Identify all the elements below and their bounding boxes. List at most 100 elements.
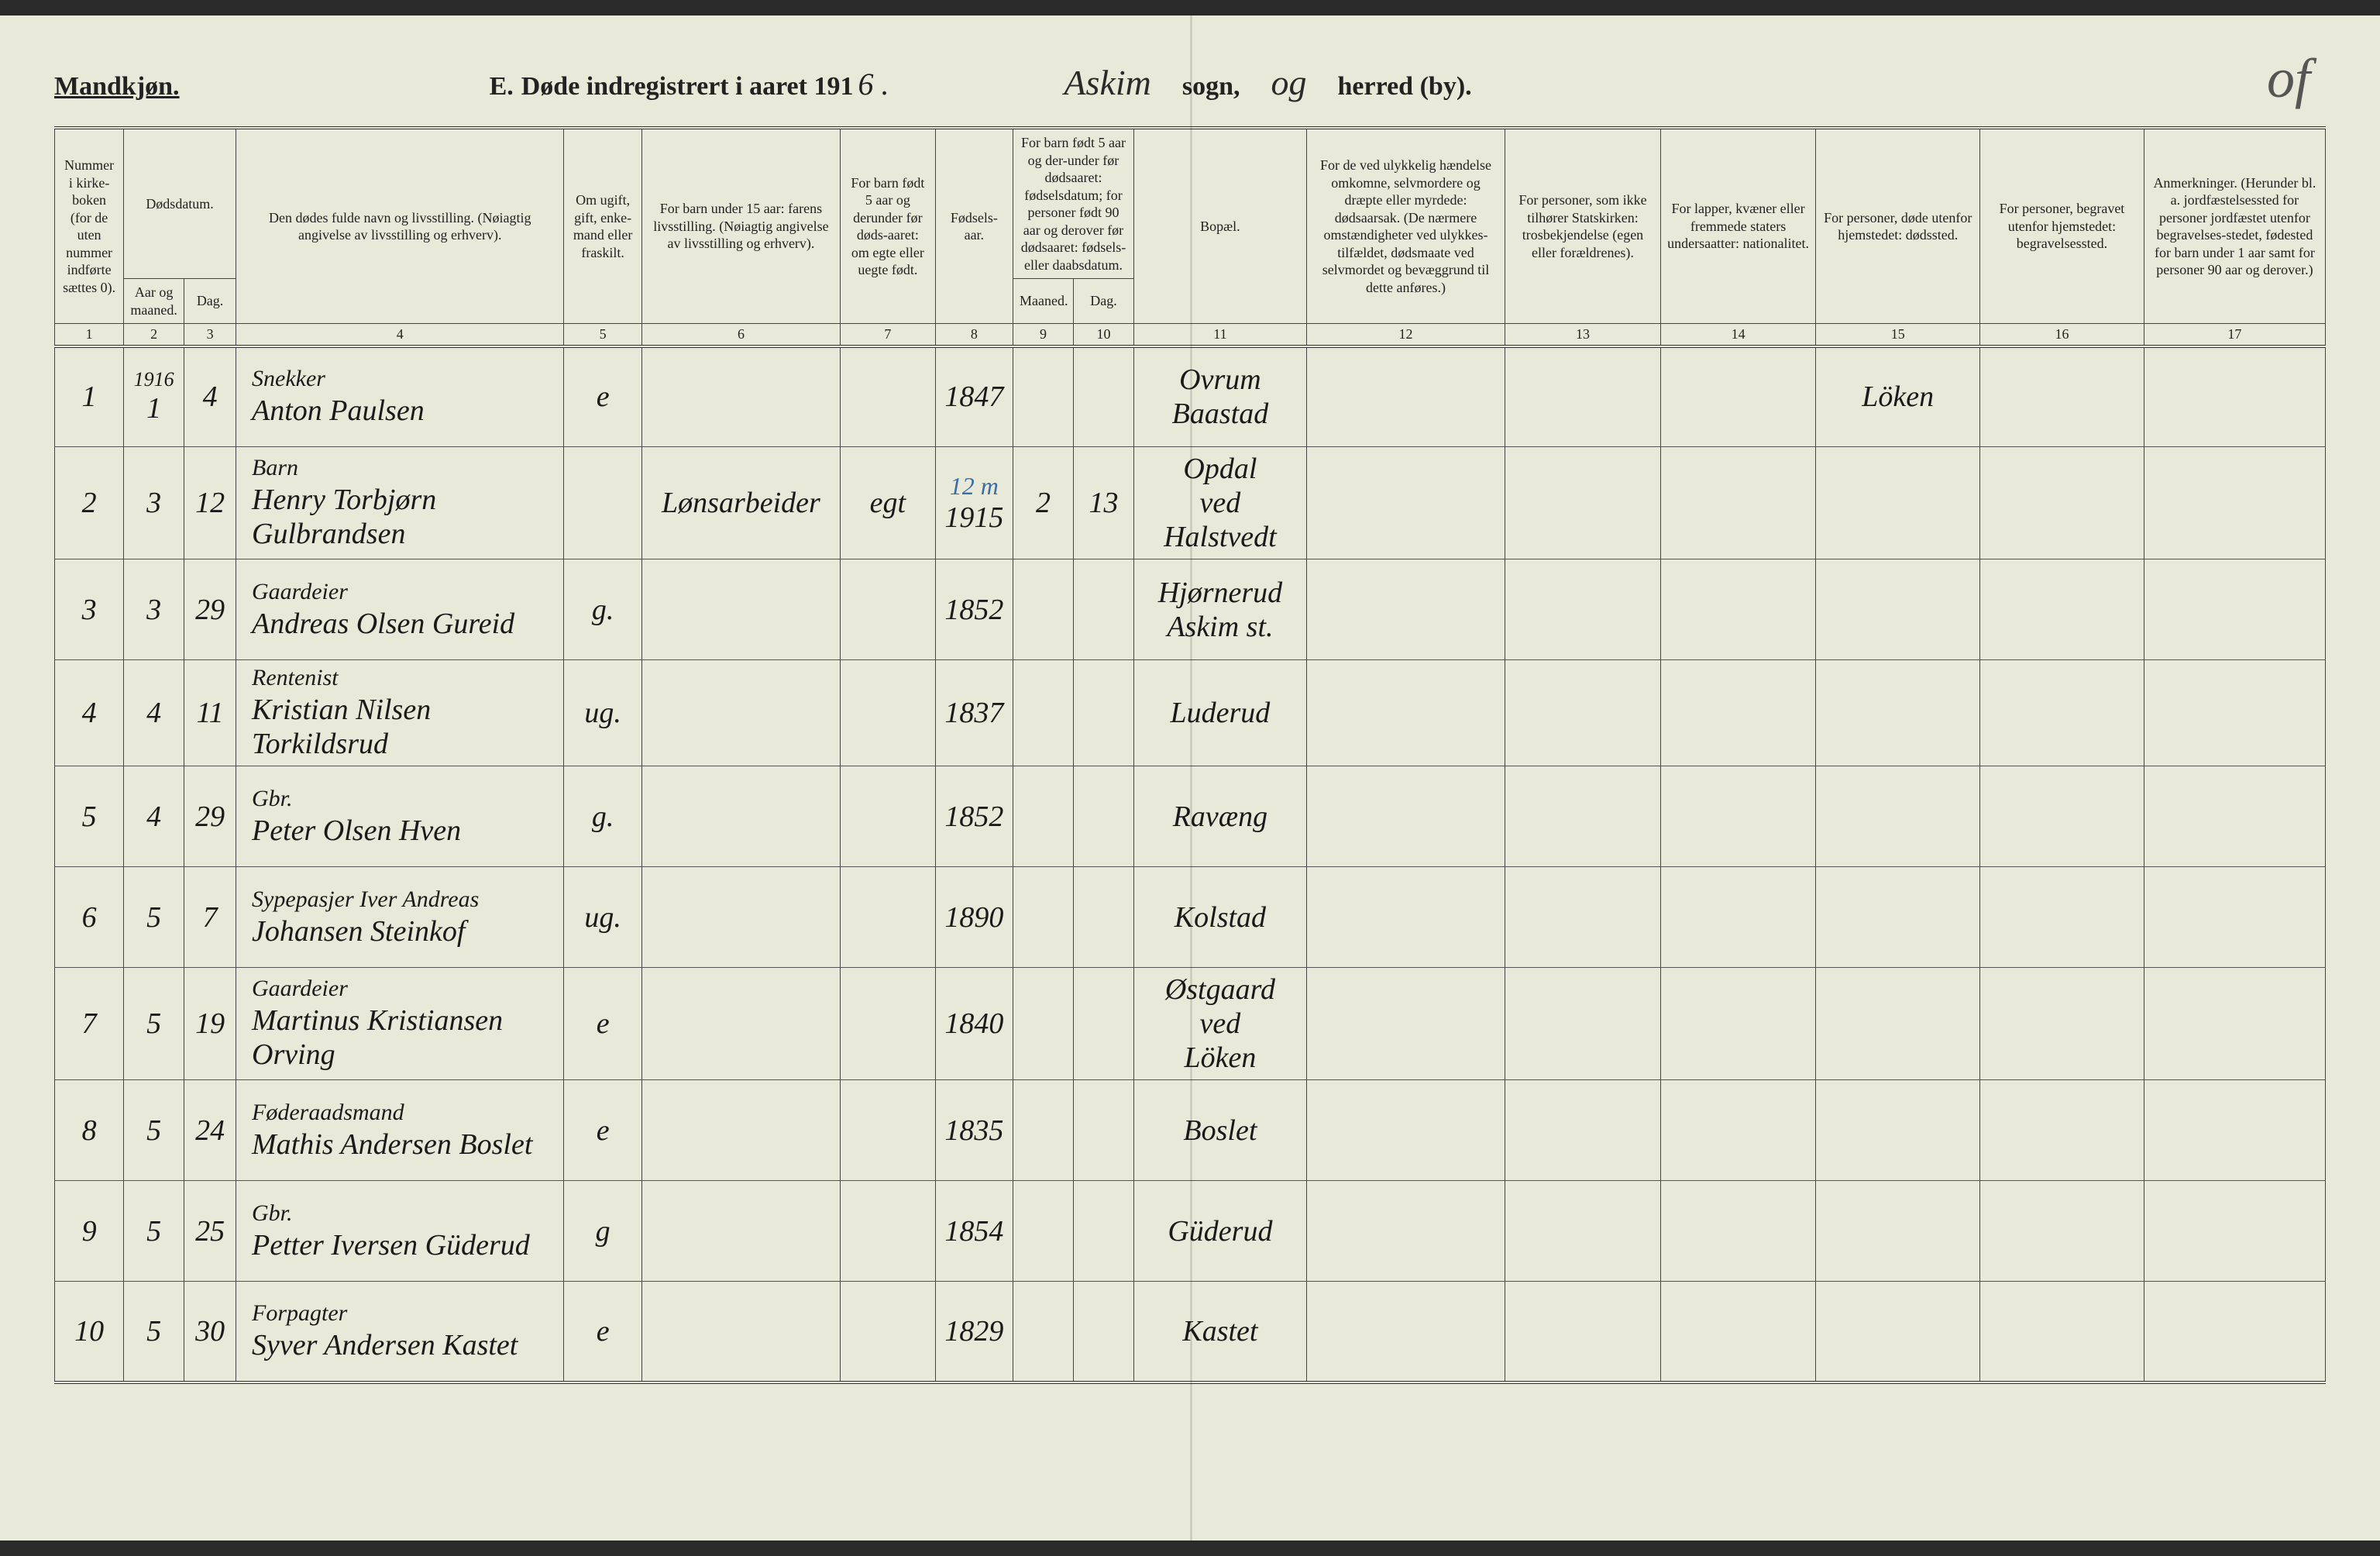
table-cell: 10 — [55, 1282, 124, 1382]
table-cell: Østgaard ved Löken — [1133, 968, 1306, 1080]
table-cell — [1816, 867, 1980, 968]
table-cell — [1816, 1181, 1980, 1282]
table-cell — [2144, 559, 2325, 660]
table-cell — [841, 968, 936, 1080]
table-cell: Lønsarbeider — [641, 447, 840, 559]
table-cell: 12 m1915 — [935, 447, 1013, 559]
table-cell: 1840 — [935, 968, 1013, 1080]
table-cell — [841, 660, 936, 766]
col-header: For personer, døde utenfor hjemstedet: d… — [1816, 128, 1980, 324]
table-cell — [641, 1282, 840, 1382]
table-cell — [641, 1080, 840, 1181]
table-cell: 19 — [184, 968, 236, 1080]
table-cell — [1073, 346, 1133, 447]
table-cell — [1306, 559, 1505, 660]
table-cell: 1890 — [935, 867, 1013, 968]
table-cell — [641, 346, 840, 447]
table-cell: BarnHenry Torbjørn Gulbrandsen — [236, 447, 564, 559]
table-cell — [1073, 559, 1133, 660]
page-title: Døde indregistrert i aaret 191 — [521, 72, 854, 102]
table-cell — [841, 346, 936, 447]
table-cell: 29 — [184, 559, 236, 660]
corner-mark: of — [2267, 46, 2310, 111]
table-cell: g — [564, 1181, 641, 1282]
table-cell — [1505, 559, 1661, 660]
table-cell — [1306, 766, 1505, 867]
table-cell: egt — [841, 447, 936, 559]
table-cell — [1306, 1181, 1505, 1282]
col-subheader: Maaned. — [1013, 279, 1073, 324]
table-cell: 4 — [124, 660, 184, 766]
table-cell — [841, 766, 936, 867]
colnum: 1 — [55, 324, 124, 346]
table-cell: 4 — [184, 346, 236, 447]
table-cell — [641, 766, 840, 867]
colnum: 12 — [1306, 324, 1505, 346]
table-cell — [1073, 867, 1133, 968]
table-cell — [1306, 1080, 1505, 1181]
table-cell — [1980, 968, 2144, 1080]
table-cell — [1816, 559, 1980, 660]
table-cell: 1 — [55, 346, 124, 447]
table-cell: e — [564, 968, 641, 1080]
table-cell: 2 — [1013, 447, 1073, 559]
table-cell — [1505, 1181, 1661, 1282]
table-cell — [1505, 766, 1661, 867]
table-cell — [1980, 867, 2144, 968]
table-cell: 19161 — [124, 346, 184, 447]
table-cell: 3 — [124, 447, 184, 559]
table-cell: g. — [564, 766, 641, 867]
table-cell: 24 — [184, 1080, 236, 1181]
table-cell: 11 — [184, 660, 236, 766]
table-cell — [1980, 1080, 2144, 1181]
table-cell — [1306, 867, 1505, 968]
table-cell: e — [564, 346, 641, 447]
table-cell — [1306, 1282, 1505, 1382]
col-header: For barn født 5 aar og derunder før døds… — [841, 128, 936, 324]
table-cell: Ovrum Baastad — [1133, 346, 1306, 447]
table-cell: 25 — [184, 1181, 236, 1282]
colnum: 5 — [564, 324, 641, 346]
table-cell — [1306, 660, 1505, 766]
page-fold — [1190, 15, 1192, 1541]
colnum: 3 — [184, 324, 236, 346]
col-subheader: Aar og maaned. — [124, 279, 184, 324]
table-cell: 5 — [124, 968, 184, 1080]
table-cell: Ravæng — [1133, 766, 1306, 867]
table-cell — [1816, 968, 1980, 1080]
table-cell — [641, 1181, 840, 1282]
section-letter: E. — [490, 72, 514, 102]
table-cell: 30 — [184, 1282, 236, 1382]
table-cell — [1660, 867, 1816, 968]
table-cell — [641, 867, 840, 968]
table-cell — [2144, 968, 2325, 1080]
colnum: 2 — [124, 324, 184, 346]
table-cell — [1306, 346, 1505, 447]
col-header: For barn født 5 aar og der-under før død… — [1013, 128, 1133, 279]
col-subheader: Dag. — [184, 279, 236, 324]
colnum: 10 — [1073, 324, 1133, 346]
col-header: Nummer i kirke-boken (for de uten nummer… — [55, 128, 124, 324]
ledger-page: Mandkjøn. E. Døde indregistrert i aaret … — [0, 15, 2380, 1541]
table-cell: Sypepasjer Iver AndreasJohansen Steinkof — [236, 867, 564, 968]
table-cell: 9 — [55, 1181, 124, 1282]
table-cell: Gbr.Peter Olsen Hven — [236, 766, 564, 867]
colnum: 9 — [1013, 324, 1073, 346]
table-cell: 7 — [55, 968, 124, 1080]
table-cell: 3 — [55, 559, 124, 660]
col-header: Bopæl. — [1133, 128, 1306, 324]
table-cell — [1013, 660, 1073, 766]
table-cell: 2 — [55, 447, 124, 559]
table-cell: 4 — [55, 660, 124, 766]
table-cell — [564, 447, 641, 559]
table-cell — [841, 1282, 936, 1382]
table-cell — [841, 559, 936, 660]
table-cell — [1980, 660, 2144, 766]
table-cell — [1013, 346, 1073, 447]
table-cell — [1980, 447, 2144, 559]
table-cell: 1852 — [935, 766, 1013, 867]
table-cell — [1505, 968, 1661, 1080]
table-cell: 1829 — [935, 1282, 1013, 1382]
table-cell: 1837 — [935, 660, 1013, 766]
col-header: For personer, begravet utenfor hjemstede… — [1980, 128, 2144, 324]
